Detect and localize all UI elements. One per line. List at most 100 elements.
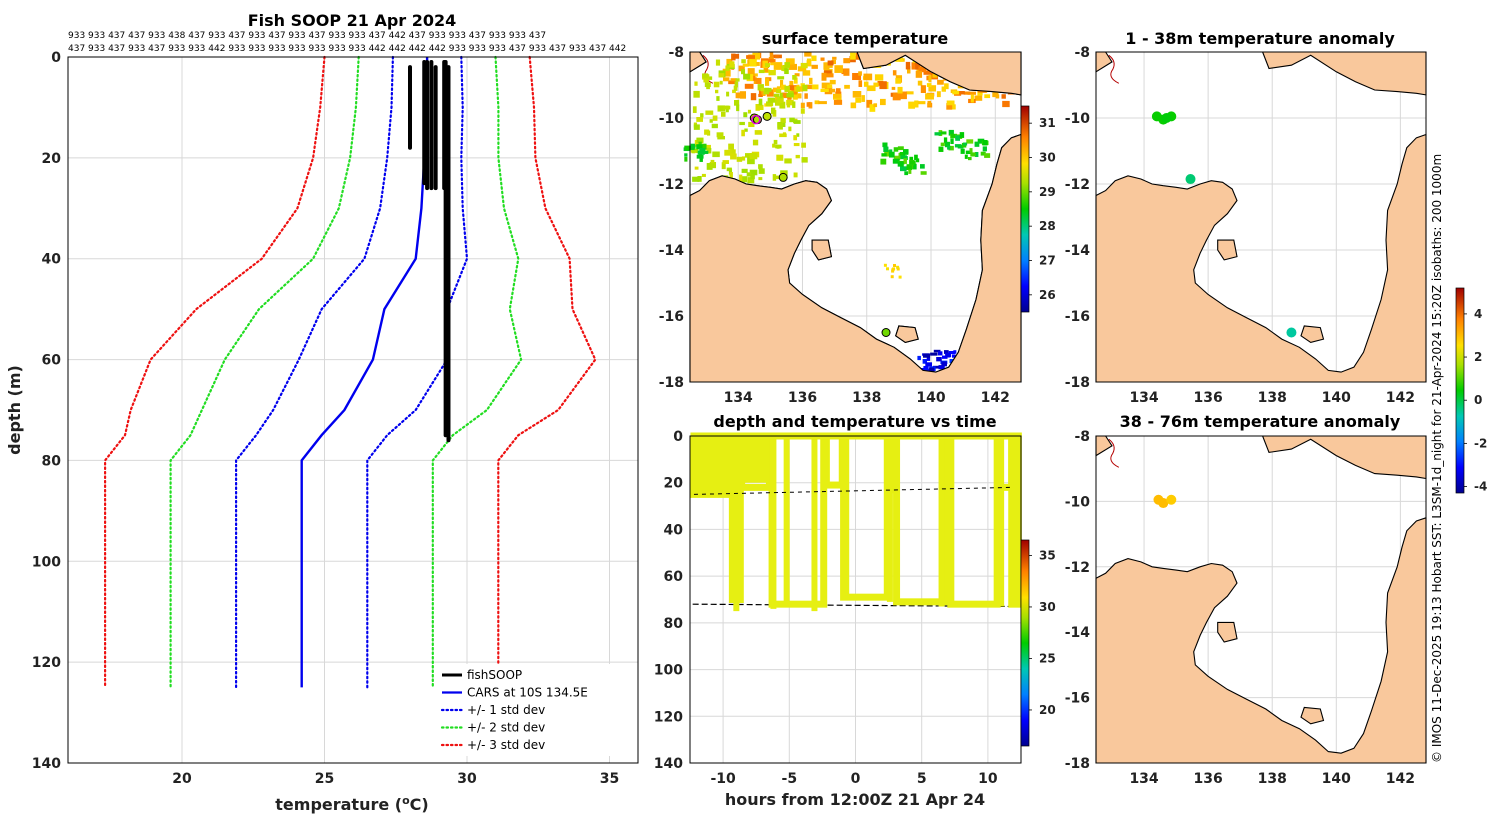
profile-legend: fishSOOP CARS at 10S 134.5E +/- 1 std dev +… (436, 664, 632, 756)
sst-pixel-patch (874, 74, 884, 81)
sst-pixel-patch (917, 101, 926, 105)
sst-pixel-patch (814, 100, 820, 105)
sst-pixel-patch (977, 138, 985, 144)
sst-pixel-patch (784, 158, 792, 164)
sst-pixel-patch (833, 93, 842, 98)
sst-pixel-patch (942, 355, 948, 359)
sst-pixel-patch (741, 59, 746, 64)
sst-pixel-patch (909, 156, 914, 162)
sst-pixel-patch (772, 143, 776, 148)
sst-pixel-patch (864, 81, 869, 87)
colorbar-tick-label: 26 (1039, 288, 1056, 302)
sst-pixel-patch (844, 84, 850, 89)
sst-pixel-patch (739, 174, 743, 182)
sst-pixel-patch (926, 83, 932, 88)
sst-pixel-patch (781, 84, 786, 90)
sst-station-marker (762, 111, 772, 121)
sst-pixel-patch (895, 78, 901, 84)
sst-pixel-patch (781, 65, 785, 71)
sst-pixel-patch (750, 93, 757, 101)
sst-pixel-patch (970, 94, 974, 103)
sst-pixel-patch (789, 80, 794, 88)
sst-pixel-patch (861, 95, 865, 102)
sst-pixel-patch (758, 164, 763, 169)
sst-pixel-patch (732, 89, 736, 94)
sst-pixel-patch (765, 63, 770, 68)
sst-pixel-patch (892, 158, 900, 164)
sst-pixel-patch (786, 93, 794, 98)
map-ytick-label: -18 (1065, 375, 1090, 391)
depth-time-ytick-label: 80 (664, 616, 684, 632)
depth-time-title: depth and temperature vs time (713, 412, 996, 431)
sst-pixel-patch (833, 99, 843, 105)
sst-pixel-patch (694, 139, 700, 147)
sst-pixel-patch (880, 158, 887, 165)
sst-pixel-patch (806, 84, 812, 90)
legend-label: CARS at 10S 134.5E (467, 686, 588, 700)
colorbar-tick-label: 30 (1039, 600, 1056, 614)
sst-pixel-patch (957, 144, 964, 149)
sst-pixel-patch (980, 151, 986, 156)
sst-pixel-patch (785, 58, 795, 65)
sst-pixel-patch (758, 98, 763, 106)
map-ytick-label: -8 (1074, 45, 1090, 61)
sst-pixel-patch (773, 62, 783, 70)
sst-pixel-patch (831, 59, 837, 65)
sst-colorbar: 26 27 28 29 30 31 (1020, 105, 1056, 313)
sst-pixel-patch (916, 158, 920, 163)
anomaly-shallow-axes (1095, 51, 1427, 383)
sst-map-title: surface temperature (762, 29, 949, 48)
sst-pixel-patch (796, 133, 800, 137)
anomaly-deep-point (1158, 498, 1169, 509)
sst-pixel-patch (788, 85, 798, 91)
sst-pixel-patch (964, 154, 968, 159)
sst-pixel-patch (806, 60, 812, 67)
anomaly-shallow-point (1161, 113, 1172, 123)
sst-pixel-patch (923, 366, 929, 371)
sst-pixel-patch (718, 73, 725, 78)
sst-pixel-patch (776, 96, 784, 103)
sst-pixel-patch (889, 151, 895, 158)
sst-pixel-patch (820, 88, 829, 93)
sst-pixel-patch (704, 129, 710, 135)
profile-plot (104, 55, 597, 689)
sst-pixel-patch (858, 71, 862, 76)
sst-pixel-patch (745, 153, 751, 158)
map-xtick-label: 136 (788, 390, 817, 406)
sst-pixel-patch (850, 102, 857, 109)
sst-pixel-patch (746, 55, 756, 59)
sst-pixel-patch (775, 54, 779, 59)
sst-pixel-patch (938, 146, 944, 152)
map-ytick-label: -16 (1065, 309, 1090, 325)
sst-pixel-patch (883, 146, 889, 153)
anomaly-shallow-panel: 1 - 38m temperature anomaly 134 136 138 140… (1065, 29, 1427, 406)
sst-pixel-patch (765, 78, 770, 86)
sst-pixel-patch (897, 146, 904, 151)
sst-pixel-patch (752, 73, 758, 77)
sst-pixel-patch (724, 149, 732, 156)
sst-pixel-patch (711, 123, 718, 129)
sst-map (683, 51, 1022, 383)
sst-pixel-patch (974, 141, 980, 147)
sst-pixel-patch (811, 64, 818, 69)
sst-pixel-patch (944, 350, 949, 354)
sst-pixel-patch (834, 65, 843, 73)
sst-pixel-patch (771, 107, 776, 114)
sst-pixel-patch (712, 115, 718, 121)
sst-pixel-patch (823, 62, 830, 70)
sst-pixel-patch (729, 61, 735, 68)
sst-pixel-patch (780, 117, 786, 124)
sst-pixel-patch (772, 174, 777, 181)
profile-xtick-label: 20 (172, 771, 192, 787)
sst-pixel-patch (736, 156, 743, 162)
sst-pixel-patch (700, 113, 704, 118)
sst-pixel-patch (777, 122, 783, 130)
sst-pixel-patch (684, 157, 688, 162)
sst-pixel-patch (883, 263, 887, 267)
map-island-land (1261, 51, 1427, 96)
map-ytick-label: -12 (659, 177, 684, 193)
map-ytick-label: -12 (1065, 560, 1090, 576)
colorbar-tick-label: -4 (1474, 480, 1487, 494)
